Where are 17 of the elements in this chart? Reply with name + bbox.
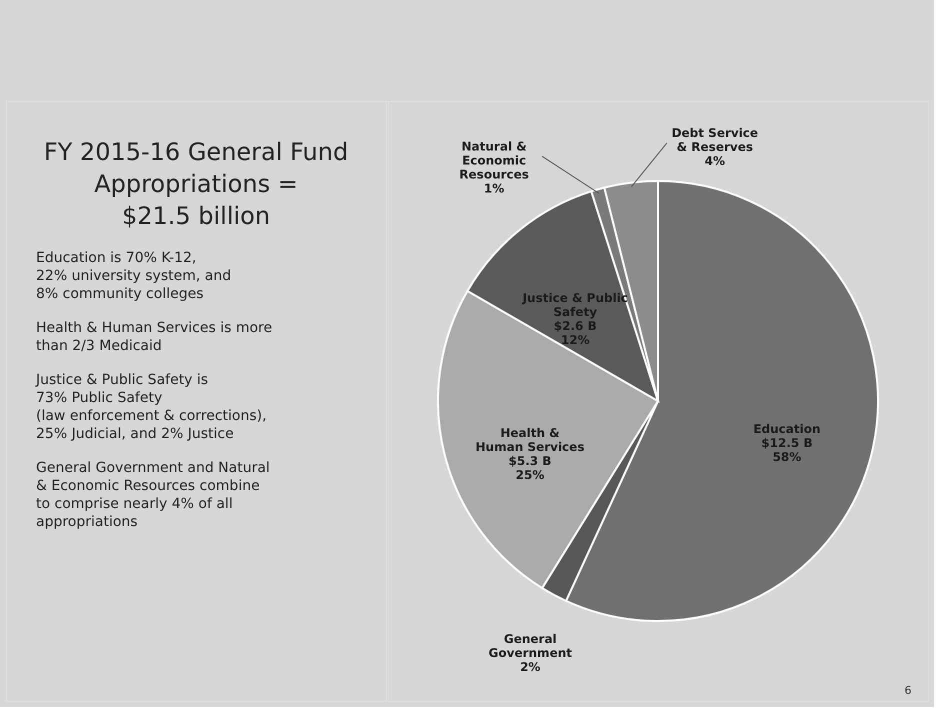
text: 6 xyxy=(904,684,912,697)
slice-label: General Government xyxy=(488,632,572,660)
slice-label: Debt Service & Reserves xyxy=(672,126,758,154)
data-label: 1% xyxy=(484,181,504,196)
data-label: 2% xyxy=(520,660,540,674)
data-label: $5.3 B 25% xyxy=(508,454,552,482)
text: FY 2015-16 General Fund Appropriations = $21.5 billion xyxy=(44,138,348,230)
text: Education is 70% K-12, 22% university system, and 8% community colleges xyxy=(36,250,232,302)
data-label: 4% xyxy=(704,154,726,168)
text: Justice & Public Safety is 73% Public Safety (law enforcement & corrections), 25% Judicial, and 2% Justice xyxy=(35,372,267,442)
slice-label: Health & Human Services xyxy=(476,426,584,454)
text: Health & Human Services is more than 2/3 Medicaid xyxy=(36,320,272,354)
text: General Government and Natural & Economic Resources combine to comprise nearly 4% of all appropriations xyxy=(36,460,270,530)
data-label: $2.6 B 12% xyxy=(554,319,597,348)
slice-label: Education xyxy=(753,422,821,436)
slice-label: Natural & Economic Resources xyxy=(459,139,529,182)
data-label: $12.5 B 58% xyxy=(761,436,813,464)
